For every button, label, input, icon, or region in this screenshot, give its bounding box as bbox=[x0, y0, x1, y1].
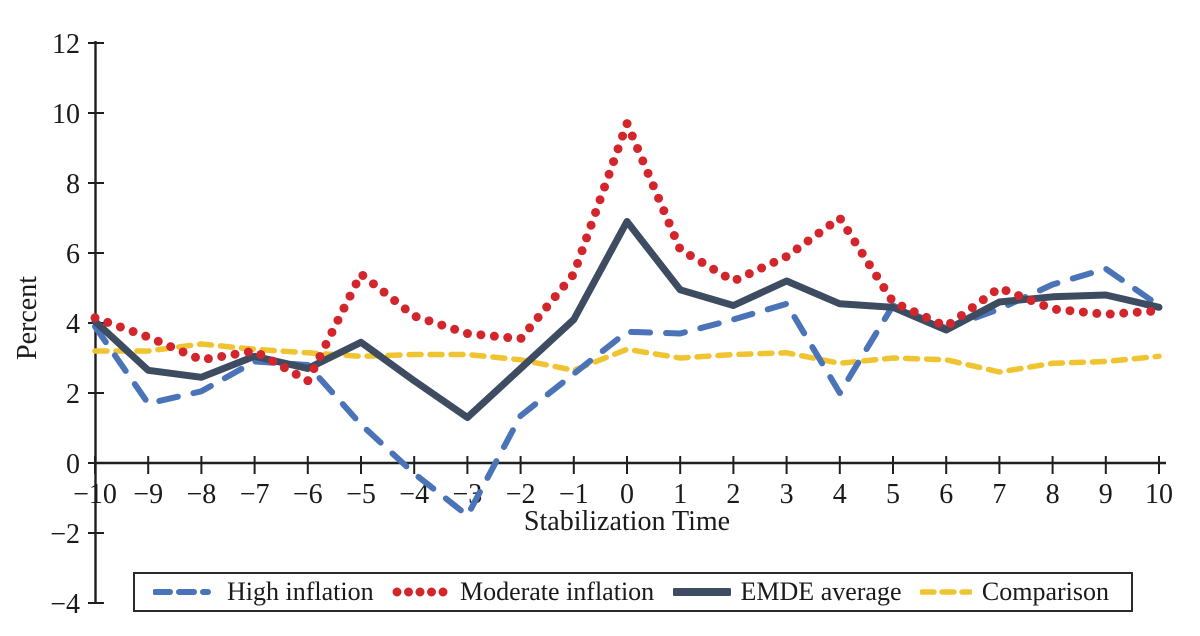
series-line-comparison bbox=[92, 341, 1162, 375]
x-tick-label: 0 bbox=[620, 479, 634, 510]
x-tick-label: 10 bbox=[1145, 479, 1173, 510]
x-tick-label: 6 bbox=[939, 479, 953, 510]
x-tick-label: 8 bbox=[1046, 479, 1060, 510]
series-line-moderate-inflation bbox=[90, 119, 1164, 386]
x-tick-label: −5 bbox=[346, 479, 376, 510]
legend-label-high-inflation: High inflation bbox=[227, 577, 374, 606]
x-axis-title: Stabilization Time bbox=[524, 506, 730, 537]
y-tick-label: 10 bbox=[52, 99, 80, 130]
x-tick-label: 4 bbox=[833, 479, 847, 510]
y-tick-label: 12 bbox=[52, 29, 80, 60]
x-tick-label: −9 bbox=[133, 479, 163, 510]
y-tick-label: 4 bbox=[66, 309, 80, 340]
y-tick-label: 0 bbox=[66, 449, 80, 480]
x-tick-label: 5 bbox=[886, 479, 900, 510]
x-tick-label: −7 bbox=[240, 479, 270, 510]
legend-item-emde-average: EMDE average bbox=[672, 577, 902, 606]
x-tick-label: −2 bbox=[506, 479, 536, 510]
y-tick-label: −2 bbox=[50, 519, 80, 550]
series-line-emde-average bbox=[91, 218, 1163, 421]
legend-item-high-inflation: High inflation bbox=[153, 579, 374, 605]
high-inflation-line-swatch-icon bbox=[153, 589, 217, 595]
moderate-inflation-line-swatch-icon bbox=[392, 587, 450, 597]
y-axis-title: Percent bbox=[12, 276, 43, 360]
x-tick-label: −1 bbox=[559, 479, 589, 510]
legend-item-moderate-inflation: Moderate inflation bbox=[392, 579, 654, 605]
x-tick-label: 1 bbox=[673, 479, 687, 510]
x-tick-label: −6 bbox=[293, 479, 323, 510]
y-tick-label: 2 bbox=[66, 379, 80, 410]
legend-label-emde-average: EMDE average bbox=[740, 577, 902, 606]
legend-box: High inflation Moderate inflation EMDE a… bbox=[133, 572, 1133, 612]
legend-item-comparison: Comparison bbox=[919, 577, 1109, 606]
x-tick-label: 9 bbox=[1099, 479, 1113, 510]
y-tick-label: 6 bbox=[66, 239, 80, 270]
x-tick-label: −8 bbox=[187, 479, 217, 510]
emde-average-line-swatch-icon bbox=[672, 588, 731, 596]
x-tick-label: 7 bbox=[992, 479, 1006, 510]
legend-label-comparison: Comparison bbox=[981, 577, 1109, 606]
comparison-line-swatch-icon bbox=[919, 589, 972, 595]
y-tick-label: −4 bbox=[50, 589, 80, 620]
y-tick-label: 8 bbox=[66, 169, 80, 200]
x-tick-label: 2 bbox=[726, 479, 740, 510]
x-tick-label: −10 bbox=[73, 479, 117, 510]
x-tick-label: 3 bbox=[780, 479, 794, 510]
legend-label-moderate-inflation: Moderate inflation bbox=[459, 577, 655, 606]
